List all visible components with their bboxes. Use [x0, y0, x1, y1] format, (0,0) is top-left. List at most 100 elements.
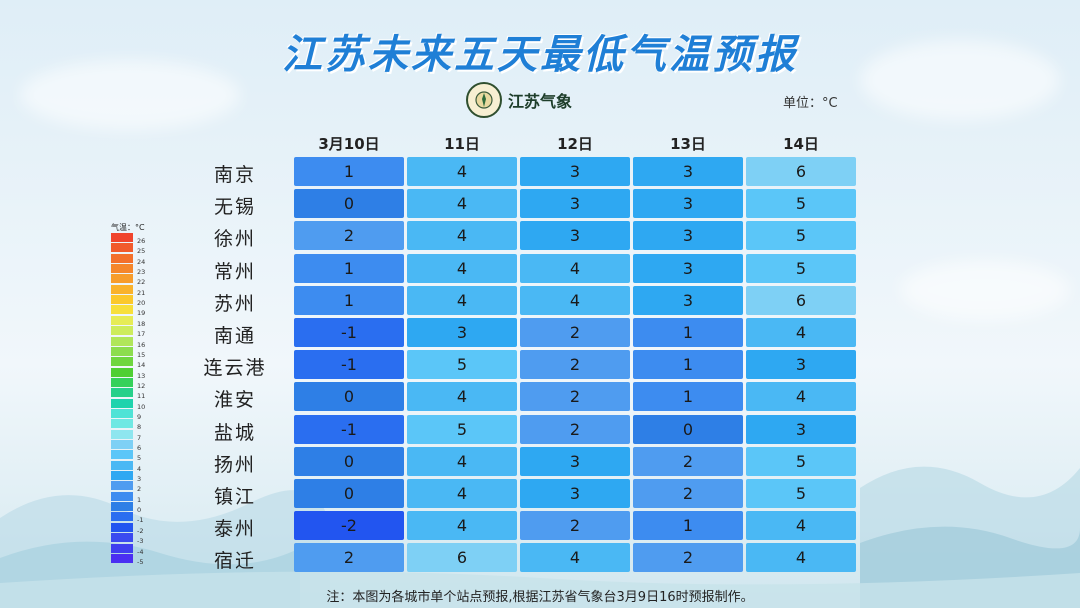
- row-label: 淮安: [213, 389, 256, 412]
- heatmap-cell: 4: [407, 511, 517, 541]
- heatmap-cell: 2: [633, 479, 743, 508]
- cloud: [860, 40, 1060, 120]
- cloud: [900, 260, 1070, 320]
- legend-label: 1: [137, 495, 142, 504]
- heatmap-cell: 6: [746, 285, 856, 315]
- row-label: 徐州: [213, 228, 256, 251]
- legend-label: 7: [137, 433, 142, 442]
- row-label: 扬州: [213, 453, 256, 476]
- legend-swatch: [111, 346, 133, 356]
- legend-label: 18: [137, 319, 146, 328]
- legend-swatch: [111, 336, 133, 346]
- legend-swatch: [111, 233, 133, 242]
- heatmap-cell: 4: [746, 382, 856, 412]
- heatmap-cell: 5: [407, 414, 517, 444]
- legend-label: 6: [137, 444, 142, 452]
- heatmap-cell: 5: [746, 189, 856, 219]
- heatmap-cell: 1: [633, 318, 743, 347]
- heatmap-cell: 5: [746, 446, 856, 476]
- legend-label: 23: [137, 268, 146, 277]
- column-header: 14日: [783, 135, 819, 153]
- heatmap-cell: 4: [407, 285, 517, 315]
- row-label: 常州: [213, 260, 256, 283]
- heatmap-cell: 6: [407, 543, 517, 573]
- legend-swatch: [111, 264, 133, 274]
- heatmap-cell: -1: [294, 318, 404, 347]
- legend-label: -1: [137, 516, 144, 525]
- heatmap-cell: 0: [294, 189, 404, 219]
- heatmap-cell: 2: [520, 414, 630, 444]
- legend-swatch: [111, 512, 133, 522]
- page-title: 江苏未来五天最低气温预报: [282, 32, 798, 78]
- legend-label: -2: [137, 526, 144, 535]
- heatmap-cell: 3: [520, 446, 630, 476]
- legend-swatch: [111, 553, 133, 563]
- heatmap-cell: 2: [520, 382, 630, 412]
- heatmap-cell: 1: [294, 157, 404, 186]
- legend-swatch: [111, 450, 133, 460]
- legend-label: 2: [137, 485, 142, 494]
- legend-label: 14: [137, 361, 146, 370]
- legend-label: 15: [137, 350, 146, 359]
- legend-swatch: [111, 471, 133, 481]
- unit-label: 单位：°C: [783, 96, 838, 111]
- legend-label: 4: [137, 464, 142, 473]
- heatmap-cell: 3: [633, 189, 743, 219]
- legend-swatch: [111, 253, 133, 263]
- heatmap-cell: 4: [520, 543, 630, 573]
- heatmap-cell: 4: [520, 285, 630, 315]
- column-header: 12日: [557, 135, 593, 153]
- heatmap-cell: 3: [633, 221, 743, 251]
- legend-swatch: [111, 429, 133, 439]
- legend-label: 9: [137, 412, 142, 421]
- heatmap-cell: 1: [294, 285, 404, 315]
- heatmap-cell: 3: [633, 253, 743, 283]
- footnote: 注：本图为各城市单个站点预报,根据江苏省气象台3月9日16时预报制作。: [326, 590, 754, 605]
- heatmap-cell: 0: [294, 382, 404, 412]
- heatmap-cell: 4: [407, 253, 517, 283]
- heatmap-cell: 3: [407, 318, 517, 347]
- legend-label: 25: [137, 247, 146, 256]
- legend-swatch: [111, 305, 133, 315]
- heatmap-cell: 3: [520, 221, 630, 251]
- legend-swatch: [111, 408, 133, 418]
- heatmap-cell: -2: [294, 511, 404, 541]
- legend-swatch: [111, 522, 133, 532]
- legend-swatch: [111, 367, 133, 377]
- heatmap-cell: 4: [407, 479, 517, 508]
- row-label: 苏州: [213, 292, 256, 315]
- heatmap-cell: 5: [746, 479, 856, 508]
- column-header: 11日: [444, 135, 480, 153]
- legend-label: 10: [137, 402, 146, 411]
- heatmap-cell: 0: [294, 479, 404, 508]
- heatmap-cell: 5: [407, 350, 517, 380]
- heatmap-cell: 3: [633, 285, 743, 315]
- row-label: 泰州: [213, 518, 256, 541]
- legend-swatch: [111, 243, 133, 253]
- heatmap-cell: -1: [294, 414, 404, 444]
- heatmap-cell: 3: [520, 157, 630, 186]
- legend-title: 气温：°C: [111, 223, 145, 232]
- legend-label: 5: [137, 454, 142, 463]
- row-label: 无锡: [213, 196, 256, 219]
- heatmap-cell: 4: [746, 511, 856, 541]
- logo-text: 江苏气象: [508, 92, 573, 111]
- heatmap-cell: 3: [746, 350, 856, 380]
- legend-label: 11: [137, 392, 146, 401]
- heatmap-cell: 6: [746, 157, 856, 186]
- legend-label: 3: [137, 475, 142, 484]
- legend-label: 8: [137, 423, 142, 432]
- legend-swatch: [111, 388, 133, 398]
- heatmap-cell: 2: [633, 543, 743, 573]
- heatmap-cell: 2: [520, 350, 630, 380]
- legend-swatch: [111, 491, 133, 501]
- heatmap-cell: 2: [520, 511, 630, 541]
- heatmap-cell: 4: [407, 157, 517, 186]
- legend-swatch: [111, 460, 133, 470]
- heatmap-cell: -1: [294, 350, 404, 380]
- legend-swatch: [111, 295, 133, 305]
- legend-swatch: [111, 543, 133, 553]
- heatmap-cell: 2: [294, 543, 404, 573]
- legend-swatch: [111, 315, 133, 325]
- heatmap-cell: 0: [294, 446, 404, 476]
